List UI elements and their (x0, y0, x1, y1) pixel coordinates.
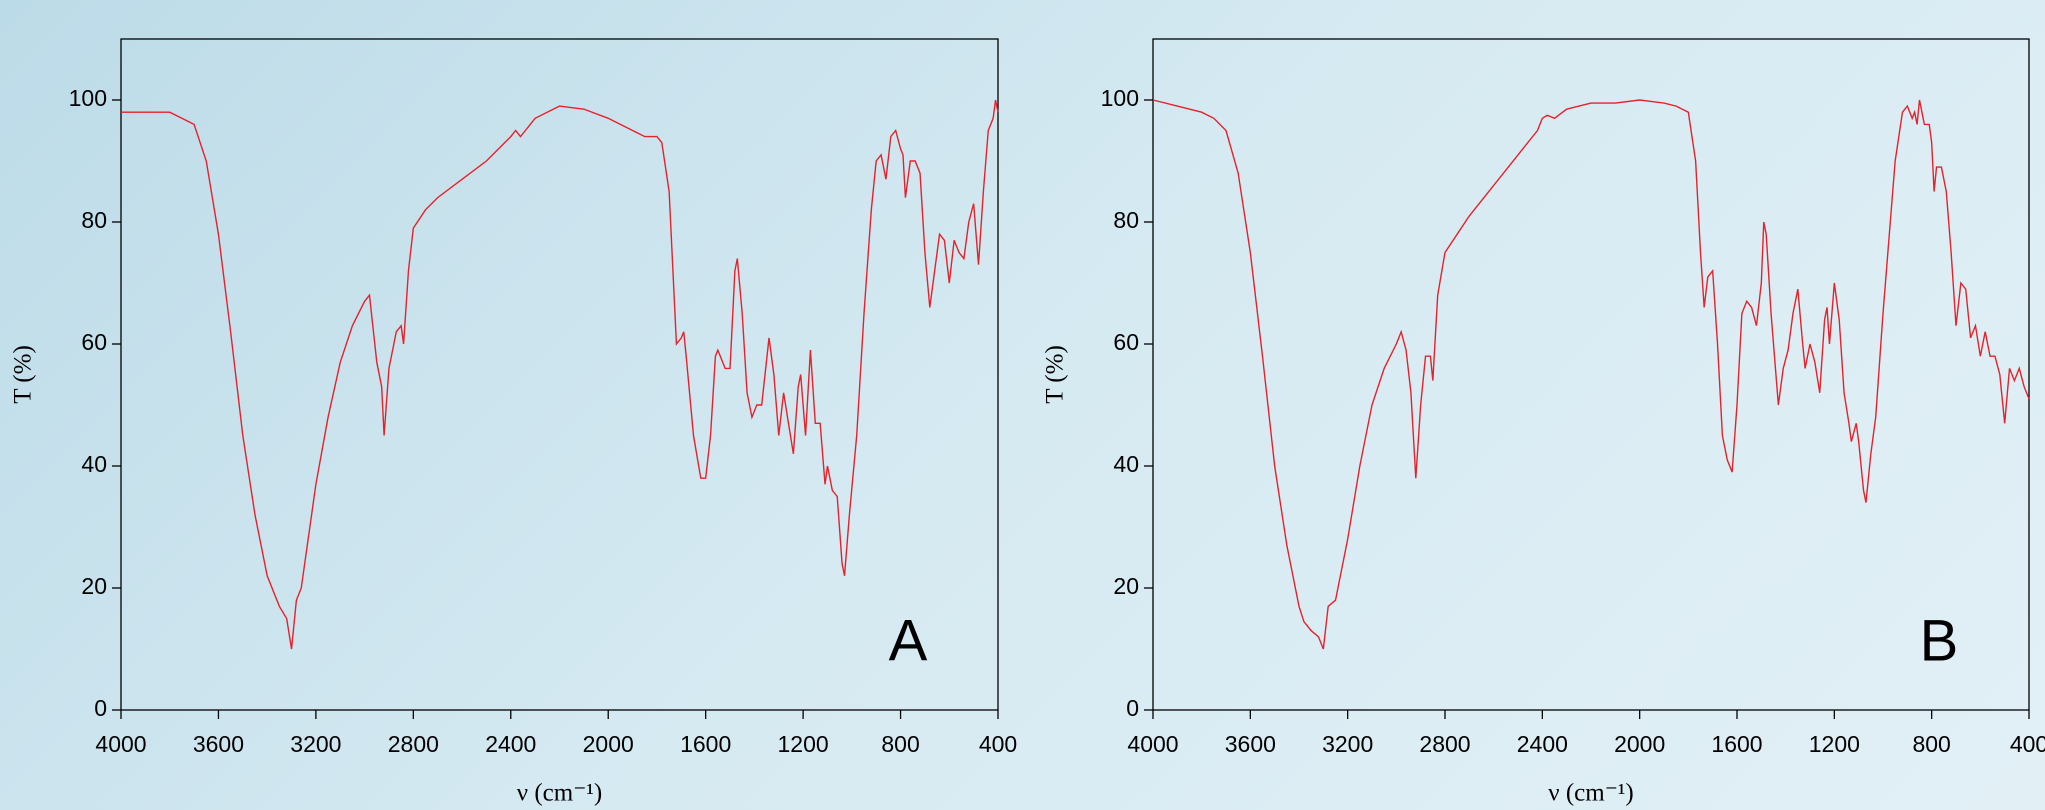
y-tick-label: 20 (1113, 573, 1139, 599)
y-tick-label: 0 (94, 695, 107, 721)
chart-panel: 4000 3600 3200 2800 2400 2000 1600 1200 800 40002… (1042, 38, 2045, 807)
panel-label: B (1920, 608, 1959, 673)
y-tick-label: 100 (1101, 85, 1139, 111)
x-tick-label: 400 (2010, 731, 2045, 757)
x-tick-label: 3200 (290, 731, 341, 757)
y-tick-label: 80 (1113, 207, 1139, 233)
x-tick-label: 1600 (680, 731, 731, 757)
y-axis-label: T (%) (10, 345, 37, 404)
x-tick-label: 4000 (95, 731, 146, 757)
x-tick-label: 800 (1912, 731, 1950, 757)
x-tick-label: 800 (881, 731, 919, 757)
spectrum-line (1152, 99, 2030, 650)
y-tick-label: 60 (1113, 329, 1139, 355)
x-tick-label: 2400 (485, 731, 536, 757)
x-tick-label: 1200 (778, 731, 829, 757)
x-tick-label: 3600 (1225, 731, 1276, 757)
y-axis-label: T (%) (1042, 345, 1069, 404)
y-tick-label: 60 (81, 329, 107, 355)
x-tick-label: 2000 (1614, 731, 1665, 757)
panel-label: A (889, 608, 928, 673)
x-axis-label: ν (cm⁻¹) (517, 780, 602, 807)
x-tick-label: 4000 (1127, 731, 1178, 757)
x-tick-label: 2000 (583, 731, 634, 757)
x-tick-label: 2800 (388, 731, 439, 757)
x-tick-label: 3200 (1322, 731, 1373, 757)
spectrum-line (121, 99, 999, 650)
y-tick-label: 80 (81, 207, 107, 233)
y-tick-label: 40 (81, 451, 107, 477)
x-tick-label: 2400 (1517, 731, 1568, 757)
chart-panel: 4000 3600 3200 2800 2400 2000 1600 1200 800 40002… (10, 38, 1017, 807)
x-tick-label: 1600 (1711, 731, 1762, 757)
y-tick-label: 40 (1113, 451, 1139, 477)
x-tick-label: 3600 (193, 731, 244, 757)
x-tick-label: 400 (979, 731, 1017, 757)
y-tick-label: 20 (81, 573, 107, 599)
plot-frame (1152, 38, 2030, 711)
plot-frame (120, 38, 999, 711)
y-tick-label: 0 (1126, 695, 1139, 721)
x-tick-label: 2800 (1419, 731, 1470, 757)
x-axis-label: ν (cm⁻¹) (1548, 780, 1633, 807)
y-tick-label: 100 (69, 85, 107, 111)
x-tick-label: 1200 (1809, 731, 1860, 757)
